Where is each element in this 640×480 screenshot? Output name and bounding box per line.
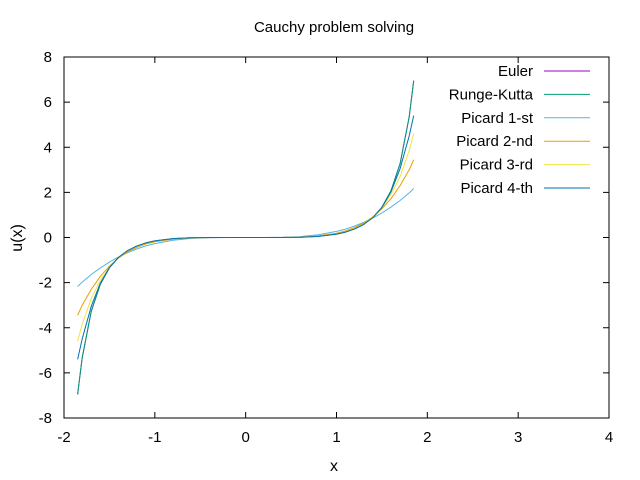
legend: Euler Runge-Kutta Picard 1-st Picard 2-nd Pi… [449,63,590,197]
series-line-picard-4-th [77,115,415,360]
axis-ticks: -2 -1 0 1 2 3 4 -8 -6 -4 -2 0 2 4 6 8 [39,49,614,446]
y-tick-label: 2 [44,184,52,201]
legend-label-picard-1-st: Picard 1-st [461,110,534,127]
y-tick-label: 6 [44,94,52,111]
y-axis-title: u(x) [9,224,26,252]
x-tick-label: 2 [423,429,431,446]
chart-title: Cauchy problem solving [254,19,414,36]
x-tick-label: -1 [148,429,161,446]
legend-label-euler: Euler [498,63,533,80]
series-lines [77,80,415,395]
y-tick-label: 0 [44,230,52,247]
x-tick-label: 4 [605,429,613,446]
y-tick-label: 4 [44,139,52,156]
legend-label-picard-4-th: Picard 4-th [460,180,533,197]
x-axis-title: x [330,458,338,475]
legend-label-picard-3-rd: Picard 3-rd [460,157,533,174]
x-tick-label: -2 [57,429,70,446]
x-tick-label: 1 [332,429,340,446]
y-tick-label: -6 [39,365,52,382]
y-tick-label: -8 [39,410,52,427]
x-tick-label: 0 [241,429,249,446]
legend-label-picard-2-nd: Picard 2-nd [456,133,533,150]
legend-label-runge-kutta: Runge-Kutta [449,86,534,103]
x-tick-label: 3 [514,429,522,446]
y-tick-label: -4 [39,320,52,337]
y-tick-label: -2 [39,275,52,292]
y-tick-label: 8 [44,49,52,66]
